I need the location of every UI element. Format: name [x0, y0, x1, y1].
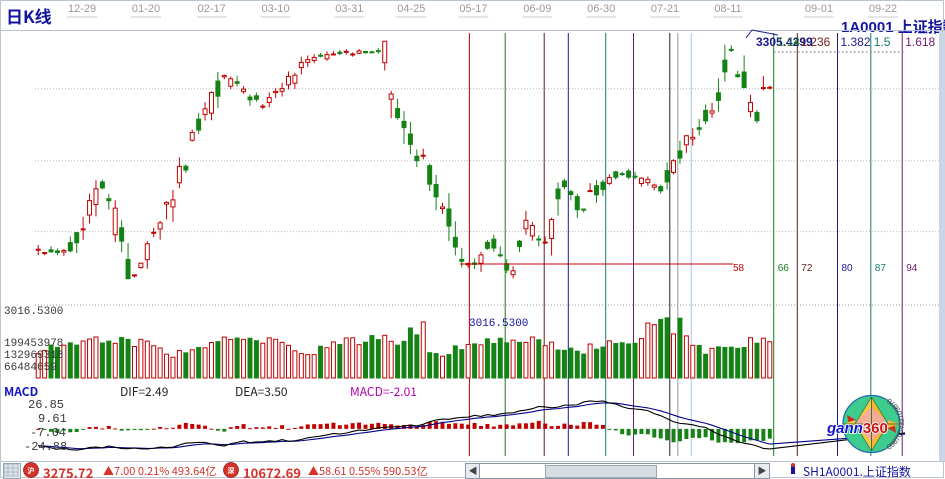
svg-text:gann360: gann360 [826, 420, 888, 437]
svg-text:0987654321098765432: 0987654321098765432 [0, 0, 906, 452]
